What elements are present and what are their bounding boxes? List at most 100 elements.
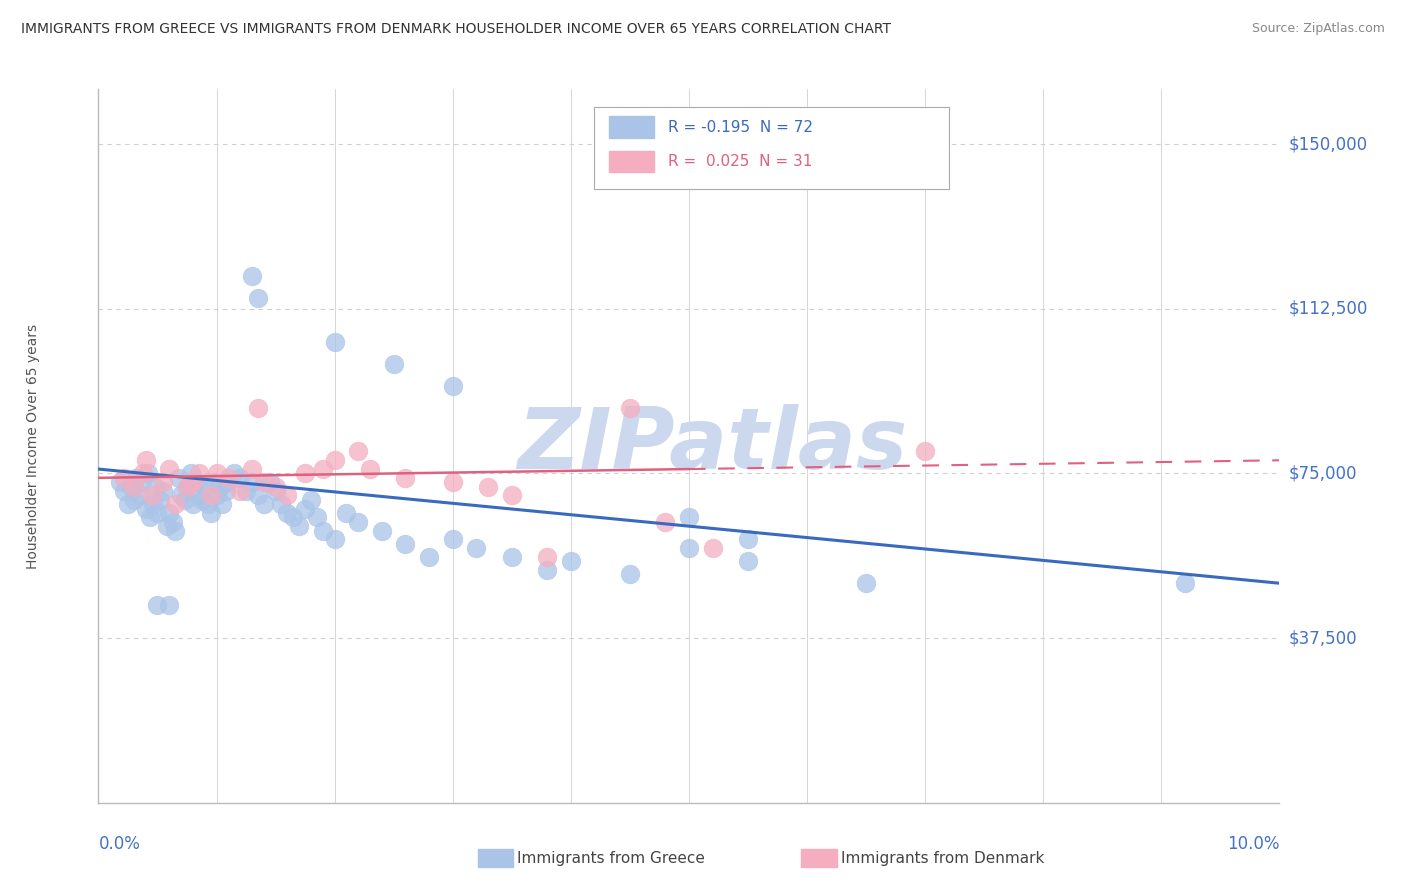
Text: 10.0%: 10.0% — [1227, 835, 1279, 853]
Point — [200, 506, 222, 520]
Point — [173, 492, 195, 507]
Point — [240, 462, 263, 476]
Point — [108, 475, 131, 490]
Bar — [609, 151, 654, 172]
Point — [152, 475, 174, 490]
Point — [246, 488, 269, 502]
Point — [305, 510, 328, 524]
Point — [312, 462, 335, 476]
Point — [181, 475, 204, 490]
Point — [678, 541, 700, 555]
Point — [246, 291, 269, 305]
Point — [128, 488, 150, 502]
Point — [215, 483, 238, 498]
Point — [536, 563, 558, 577]
Point — [135, 501, 157, 516]
Point — [152, 483, 174, 498]
Point — [143, 480, 166, 494]
Point — [270, 497, 292, 511]
Point — [702, 541, 724, 555]
Point — [197, 497, 219, 511]
Bar — [609, 116, 654, 137]
Point — [253, 475, 276, 490]
Point — [914, 444, 936, 458]
Point — [157, 462, 180, 476]
Point — [441, 378, 464, 392]
Point — [205, 467, 228, 481]
Point — [181, 497, 204, 511]
Point — [619, 401, 641, 415]
Point — [536, 549, 558, 564]
Point — [347, 444, 370, 458]
Point — [187, 488, 209, 502]
Point — [209, 480, 232, 494]
Point — [157, 506, 180, 520]
Point — [418, 549, 440, 564]
Point — [132, 467, 155, 481]
Point — [186, 475, 208, 490]
Text: Source: ZipAtlas.com: Source: ZipAtlas.com — [1251, 22, 1385, 36]
Point — [347, 515, 370, 529]
Point — [157, 598, 180, 612]
Point — [162, 515, 184, 529]
Point — [276, 506, 298, 520]
Text: R = -0.195  N = 72: R = -0.195 N = 72 — [668, 120, 813, 135]
Point — [167, 471, 190, 485]
Point — [264, 480, 287, 494]
Point — [165, 524, 187, 538]
Text: IMMIGRANTS FROM GREECE VS IMMIGRANTS FROM DENMARK HOUSEHOLDER INCOME OVER 65 YEA: IMMIGRANTS FROM GREECE VS IMMIGRANTS FRO… — [21, 22, 891, 37]
Point — [259, 475, 281, 490]
Text: $150,000: $150,000 — [1289, 135, 1368, 153]
Point — [1174, 576, 1197, 591]
Point — [737, 533, 759, 547]
Point — [217, 475, 239, 490]
Point — [501, 488, 523, 502]
Point — [202, 475, 225, 490]
Point — [394, 537, 416, 551]
Point — [560, 554, 582, 568]
Point — [149, 492, 172, 507]
Text: Immigrants from Greece: Immigrants from Greece — [517, 851, 706, 865]
Text: Householder Income Over 65 years: Householder Income Over 65 years — [27, 324, 41, 568]
Point — [294, 467, 316, 481]
Point — [441, 475, 464, 490]
Point — [224, 467, 246, 481]
Point — [323, 533, 346, 547]
Point — [323, 453, 346, 467]
Point — [229, 471, 252, 485]
Point — [141, 488, 163, 502]
Point — [139, 510, 162, 524]
Point — [619, 567, 641, 582]
Text: Immigrants from Denmark: Immigrants from Denmark — [841, 851, 1045, 865]
Point — [136, 467, 159, 481]
Point — [283, 510, 305, 524]
Point — [678, 510, 700, 524]
Point — [240, 475, 263, 490]
Point — [117, 497, 139, 511]
Point — [501, 549, 523, 564]
Point — [125, 471, 148, 485]
Point — [135, 453, 157, 467]
Text: ZIPatlas: ZIPatlas — [517, 404, 908, 488]
Point — [477, 480, 499, 494]
Point — [211, 497, 233, 511]
Point — [191, 492, 214, 507]
Point — [276, 488, 298, 502]
Point — [200, 488, 222, 502]
Point — [112, 483, 135, 498]
Point — [112, 471, 135, 485]
Point — [180, 467, 202, 481]
Text: $75,000: $75,000 — [1289, 465, 1357, 483]
Point — [205, 488, 228, 502]
Point — [323, 334, 346, 349]
Point — [288, 519, 311, 533]
Text: $37,500: $37,500 — [1289, 629, 1358, 647]
Point — [217, 471, 239, 485]
Text: 0.0%: 0.0% — [98, 835, 141, 853]
Point — [131, 475, 153, 490]
Point — [654, 515, 676, 529]
Point — [176, 480, 198, 494]
Point — [122, 492, 145, 507]
Point — [441, 533, 464, 547]
Point — [335, 506, 357, 520]
